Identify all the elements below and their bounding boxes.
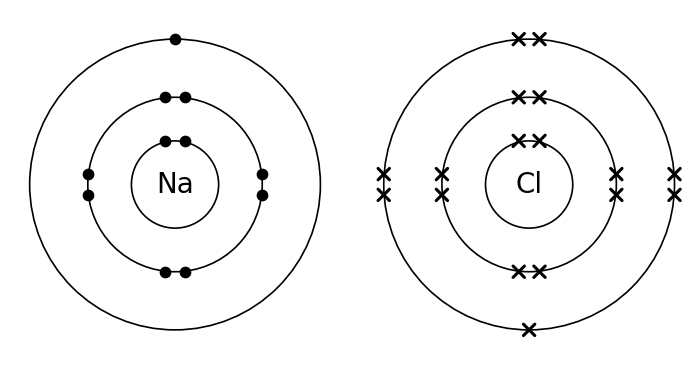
Point [180,269,191,275]
Text: Cl: Cl [516,170,542,199]
Point [159,138,170,144]
Point [169,36,181,42]
Point [257,192,268,198]
Point [159,94,170,100]
Point [82,171,93,177]
Point [180,94,191,100]
Point [159,269,170,275]
Text: Na: Na [156,170,194,199]
Point [180,138,191,144]
Point [257,171,268,177]
Point [82,192,93,198]
